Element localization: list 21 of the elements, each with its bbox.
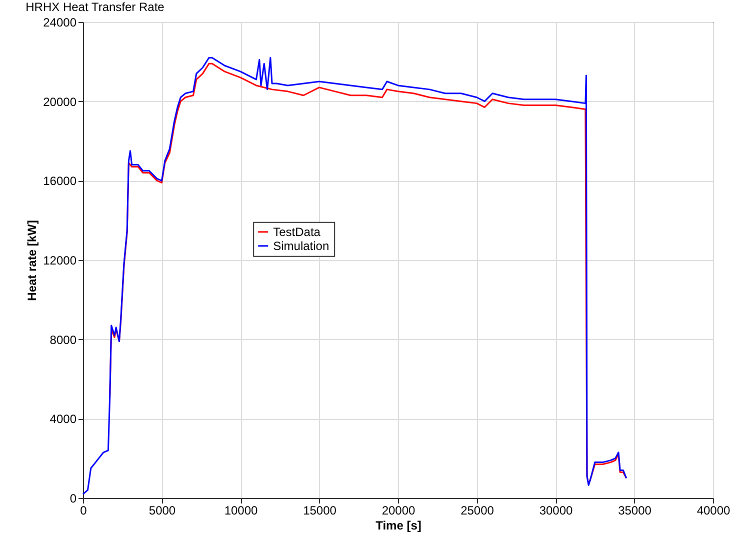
legend-label: TestData	[273, 224, 321, 239]
y-axis-title: Heat rate [kW]	[25, 220, 40, 301]
legend-label: Simulation	[273, 238, 330, 253]
x-tick-label: 0	[80, 504, 88, 518]
chart-title: HRHX Heat Transfer Rate	[26, 0, 165, 14]
x-tick-label: 10000	[224, 504, 258, 518]
x-tick-label: 35000	[618, 504, 652, 518]
x-axis-title: Time [s]	[376, 518, 422, 532]
y-tick-label: 4000	[50, 412, 77, 426]
x-tick-label: 20000	[382, 504, 416, 518]
y-tick-label: 8000	[50, 332, 77, 347]
y-tick-label: 12000	[43, 254, 77, 268]
y-tick-label: 16000	[43, 174, 77, 188]
x-tick-label: 40000	[696, 504, 731, 518]
x-tick-label: 5000	[148, 504, 176, 518]
y-tick-label: 24000	[43, 16, 77, 30]
y-tick-label: 20000	[43, 94, 77, 109]
x-tick-label: 25000	[460, 504, 494, 518]
y-tick-label: 0	[70, 492, 77, 506]
x-tick-label: 30000	[539, 504, 574, 518]
x-tick-label: 15000	[303, 504, 337, 518]
